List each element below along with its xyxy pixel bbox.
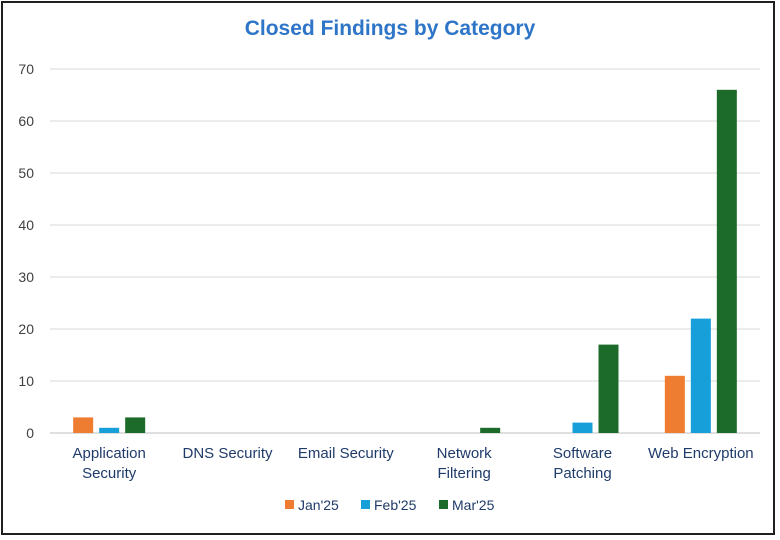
bar <box>73 417 94 433</box>
legend-label: Mar'25 <box>452 497 495 513</box>
y-tick-label: 10 <box>18 373 34 389</box>
y-tick-label: 30 <box>18 269 34 285</box>
y-tick-label: 40 <box>18 217 34 233</box>
x-category-label: DNS Security <box>182 445 273 462</box>
bar <box>664 375 685 433</box>
legend-swatch <box>361 500 370 509</box>
bar <box>125 417 146 433</box>
y-tick-label: 50 <box>18 165 34 181</box>
x-category-label: Software Patching <box>553 445 612 482</box>
y-tick-label: 70 <box>18 61 34 77</box>
y-tick-label: 0 <box>26 425 34 441</box>
x-category-label: Email Security <box>298 445 394 462</box>
y-tick-label: 60 <box>18 113 34 129</box>
bar <box>716 89 737 434</box>
y-tick-label: 20 <box>18 321 34 337</box>
bar <box>572 422 593 433</box>
legend-label: Jan'25 <box>298 497 339 513</box>
chart-title: Closed Findings by Category <box>244 17 536 40</box>
x-category-label: Application Security <box>72 445 145 482</box>
bar <box>480 427 501 433</box>
bar <box>598 344 619 433</box>
x-category-label: Web Encryption <box>648 445 754 462</box>
bar <box>99 427 120 433</box>
x-category-label: Network Filtering <box>437 445 493 482</box>
legend-label: Feb'25 <box>374 497 417 513</box>
legend-swatch <box>439 500 448 509</box>
bar <box>690 318 711 433</box>
legend-swatch <box>285 500 294 509</box>
